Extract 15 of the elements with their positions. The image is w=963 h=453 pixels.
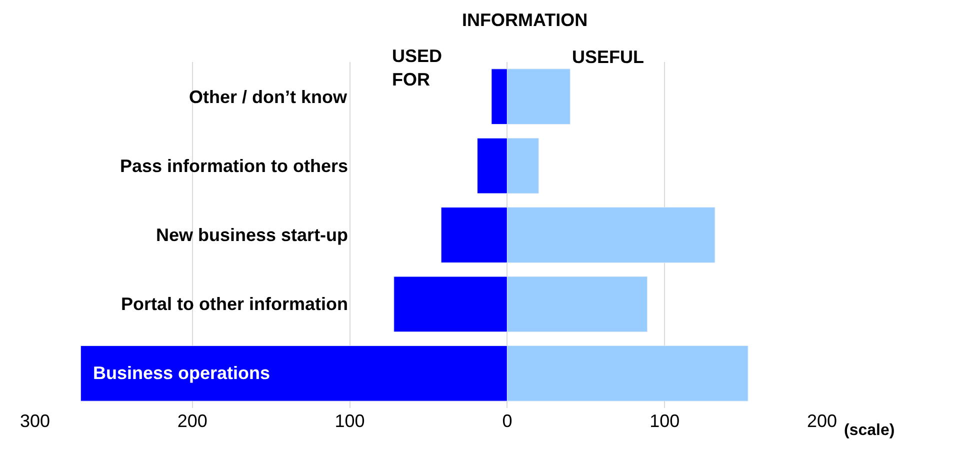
chart-title: INFORMATION bbox=[462, 10, 588, 30]
x-tick-label: 0 bbox=[502, 411, 512, 431]
y-tick-label: Other / don’t know bbox=[189, 87, 348, 107]
x-tick-label: 100 bbox=[334, 411, 365, 431]
y-tick-label: Business operations bbox=[93, 363, 270, 383]
text: (scale) bbox=[844, 422, 895, 439]
y-tick-label: Pass information to others bbox=[120, 156, 348, 176]
series-label: USEFUL bbox=[572, 47, 644, 67]
y-tick-label: New business start-up bbox=[156, 225, 348, 245]
x-tick-label: 100 bbox=[650, 411, 680, 431]
x-tick-label: 300 bbox=[20, 411, 50, 431]
x-tick-label: 200 bbox=[177, 411, 208, 431]
y-tick-label: Portal to other information bbox=[121, 294, 348, 314]
x-tick-label: 200 bbox=[806, 411, 838, 431]
text: USED FOR bbox=[392, 46, 442, 90]
